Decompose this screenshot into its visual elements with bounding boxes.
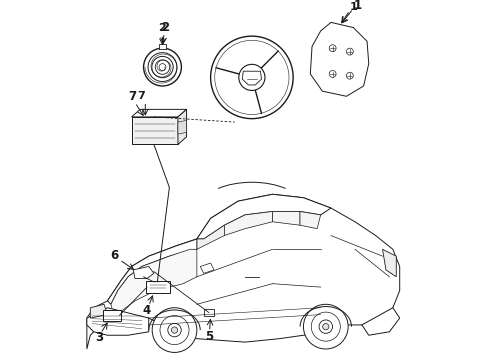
Polygon shape	[224, 211, 272, 235]
Polygon shape	[178, 120, 187, 134]
FancyBboxPatch shape	[146, 281, 171, 293]
Polygon shape	[131, 109, 187, 117]
Polygon shape	[310, 22, 369, 96]
Polygon shape	[383, 249, 396, 277]
Polygon shape	[107, 239, 197, 304]
Polygon shape	[200, 263, 214, 273]
Text: 7: 7	[128, 90, 136, 103]
Polygon shape	[178, 109, 187, 144]
Polygon shape	[197, 194, 331, 239]
Polygon shape	[87, 308, 149, 335]
Circle shape	[303, 304, 348, 349]
Polygon shape	[133, 266, 154, 279]
Text: 6: 6	[110, 249, 119, 262]
Circle shape	[172, 327, 178, 333]
Text: 4: 4	[143, 304, 151, 317]
Text: 2: 2	[161, 21, 170, 34]
Polygon shape	[362, 308, 400, 335]
Polygon shape	[176, 225, 224, 249]
Text: 1: 1	[353, 0, 362, 12]
Circle shape	[152, 308, 197, 352]
Polygon shape	[87, 194, 400, 349]
FancyBboxPatch shape	[159, 44, 166, 49]
FancyBboxPatch shape	[103, 310, 121, 321]
Polygon shape	[131, 117, 178, 144]
Text: 1: 1	[350, 2, 358, 12]
Text: 5: 5	[205, 330, 213, 343]
Text: 2: 2	[159, 23, 167, 32]
FancyBboxPatch shape	[204, 309, 214, 316]
Text: 7: 7	[137, 91, 145, 101]
Polygon shape	[300, 211, 320, 229]
Polygon shape	[90, 304, 107, 318]
Circle shape	[322, 324, 329, 330]
Text: 3: 3	[95, 332, 103, 345]
Polygon shape	[272, 211, 300, 225]
Polygon shape	[111, 249, 197, 318]
